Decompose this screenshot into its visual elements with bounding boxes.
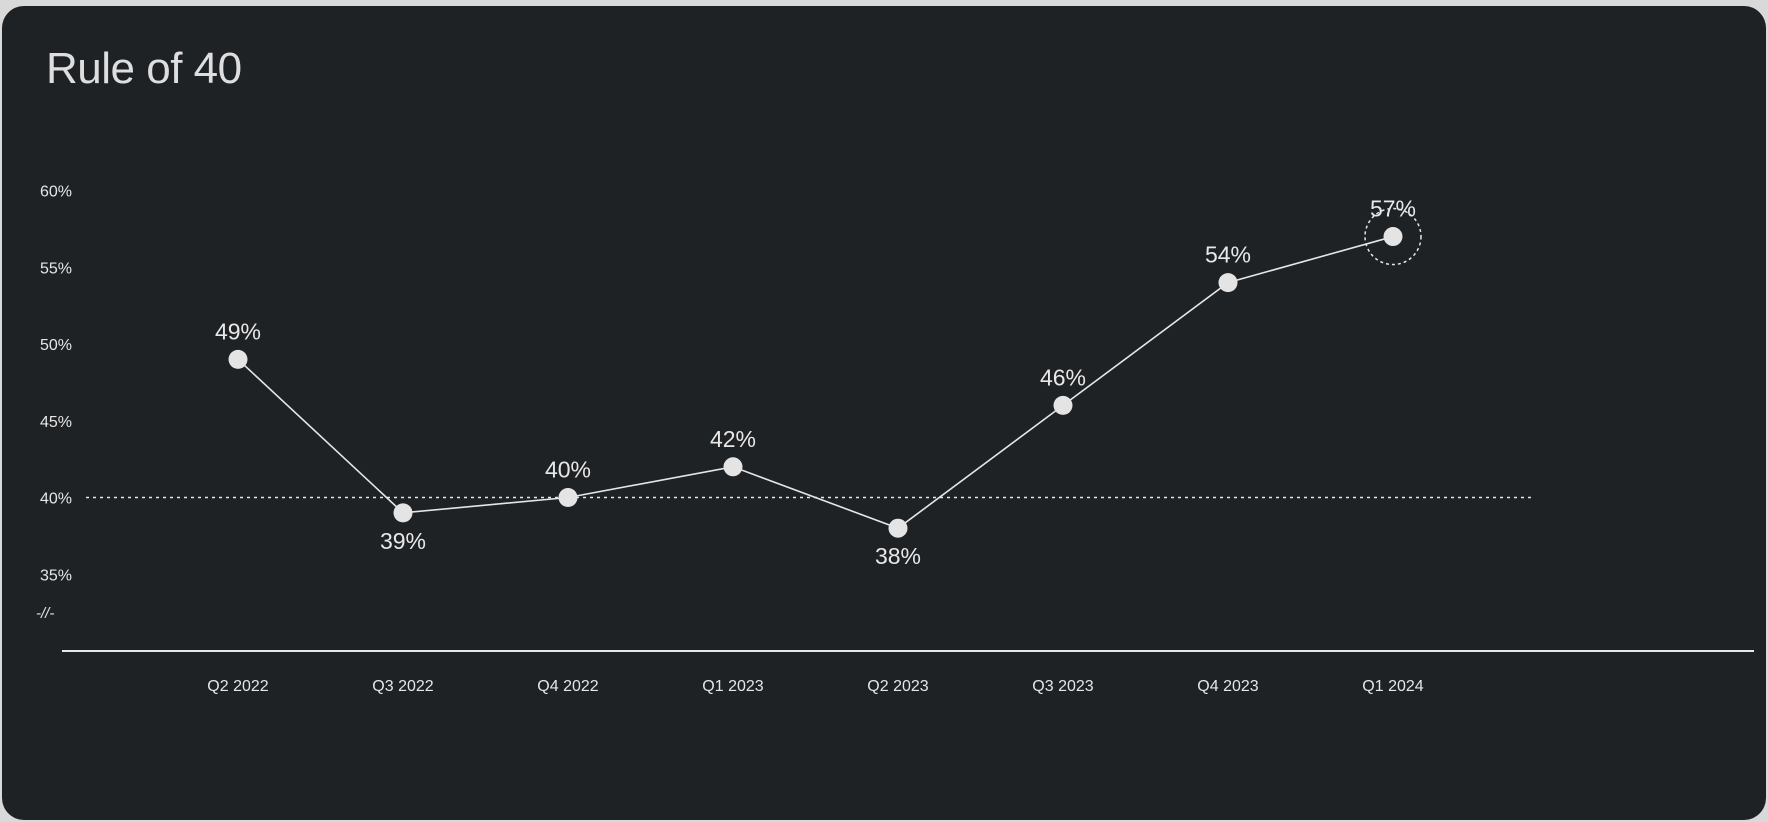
data-label: 57% <box>1370 196 1416 222</box>
data-point <box>393 503 413 523</box>
data-label: 39% <box>380 528 426 554</box>
axis-break-mark: -//- <box>36 605 54 622</box>
x-tick-label: Q4 2023 <box>1197 678 1258 695</box>
data-point <box>1053 395 1073 415</box>
y-tick-label: 45% <box>40 414 72 431</box>
y-tick-label: 50% <box>40 337 72 354</box>
line-chart: 35% 40% 45% 50% 55% 60% -//- Q2 2022 Q3 2022 Q4 … <box>36 184 1754 695</box>
x-tick-label: Q3 2022 <box>372 678 433 695</box>
data-label: 38% <box>875 543 921 569</box>
x-tick-label: Q4 2022 <box>537 678 598 695</box>
data-label: 40% <box>545 457 591 483</box>
data-points <box>228 207 1422 538</box>
y-axis: 35% 40% 45% 50% 55% 60% -//- <box>36 184 72 623</box>
x-tick-label: Q1 2023 <box>702 678 763 695</box>
data-point <box>558 488 578 507</box>
x-tick-label: Q3 2023 <box>1032 678 1093 695</box>
data-point <box>723 457 743 477</box>
highlight-ring <box>1364 207 1422 266</box>
data-label: 54% <box>1205 242 1251 268</box>
series-line <box>237 235 1394 530</box>
chart-title: Rule of 40 <box>46 44 242 93</box>
y-tick-label: 60% <box>40 184 72 201</box>
x-axis: Q2 2022 Q3 2022 Q4 2022 Q1 2023 Q2 2023 Q3 20… <box>207 678 1423 695</box>
data-labels: 49% 39% 40% 42% 38% 46% 54% 57% <box>215 196 1416 570</box>
chart-panel: Rule of 40 35% 40% 45% 50% 55% 60% -//- Q2 202… <box>2 6 1766 820</box>
data-label: 42% <box>710 426 756 452</box>
data-label: 49% <box>215 318 261 344</box>
data-label: 46% <box>1040 364 1086 390</box>
y-tick-label: 55% <box>40 260 72 277</box>
data-point <box>1383 227 1403 247</box>
x-tick-label: Q1 2024 <box>1362 678 1423 695</box>
y-tick-label: 35% <box>40 567 72 584</box>
x-tick-label: Q2 2023 <box>867 678 928 695</box>
x-tick-label: Q2 2022 <box>207 678 268 695</box>
data-point <box>1218 273 1238 293</box>
y-tick-label: 40% <box>40 491 72 508</box>
data-point <box>888 518 908 538</box>
data-point <box>228 349 248 369</box>
